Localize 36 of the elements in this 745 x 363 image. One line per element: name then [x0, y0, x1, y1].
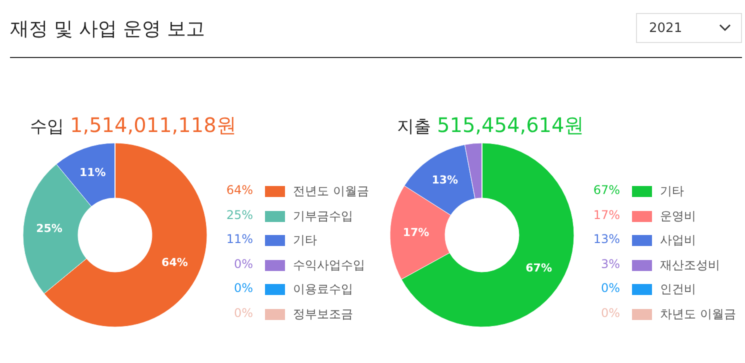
data-label: 25%: [36, 222, 62, 235]
text: 25%: [226, 208, 253, 222]
legend-label: 인건비: [660, 281, 696, 298]
legend-label: 사업비: [660, 232, 696, 249]
text: 64%: [226, 183, 253, 197]
text: 0%: [600, 281, 620, 295]
chart-title: 지출: [397, 117, 431, 137]
text: 11%: [226, 232, 253, 246]
text: 17%: [593, 208, 620, 222]
chart-title: 수입: [30, 117, 64, 137]
text: 0%: [234, 306, 253, 320]
year-dropdown: 2021: [636, 13, 742, 43]
data-label: 17%: [402, 226, 430, 239]
text: 재정 및 사업 운영 보고: [10, 17, 206, 42]
legend-label: 기타: [660, 183, 684, 200]
data-label: 11%: [79, 166, 106, 179]
text: 0%: [600, 306, 620, 320]
legend-label: 전년도 이월금: [293, 183, 369, 200]
legend-label: 기타: [293, 232, 317, 249]
data-label: 67%: [526, 262, 552, 275]
data-label: 13%: [432, 173, 458, 186]
legend-label: 재산조성비: [660, 256, 720, 274]
chart-subtitle: 515,454,614원: [437, 113, 584, 137]
legend-label: 수익사업수입: [293, 256, 365, 274]
data-label: 64%: [162, 256, 188, 270]
text: 67%: [593, 183, 620, 197]
text: 0%: [234, 281, 253, 295]
text: 0%: [234, 256, 253, 270]
chart-subtitle: 1,514,011,118원: [70, 113, 236, 137]
text: 13%: [593, 232, 620, 246]
legend-label: 정부보조금: [293, 306, 353, 322]
legend-label: 차년도 이월금: [660, 306, 736, 322]
legend-label: 이용료수입: [293, 281, 353, 298]
legend-label: 기부금수입: [293, 208, 353, 224]
data-label: 3%: [600, 256, 620, 270]
legend-label: 운영비: [660, 208, 696, 224]
